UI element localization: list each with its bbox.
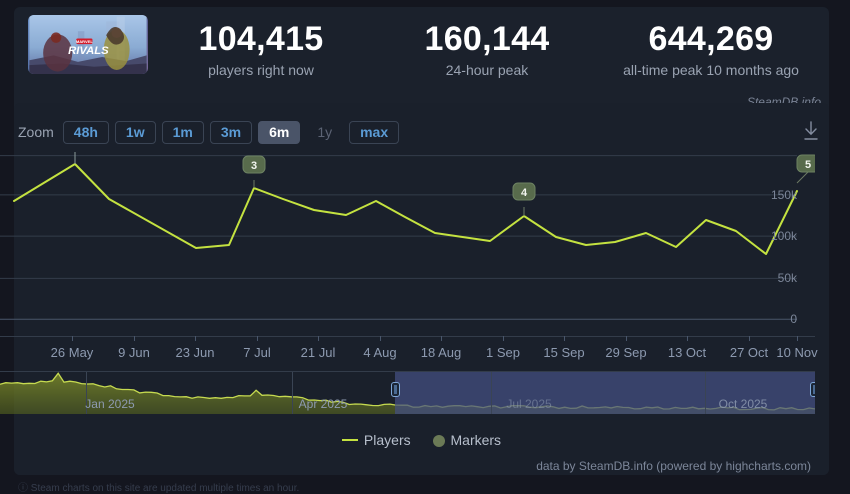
svg-text:3: 3 <box>251 160 257 172</box>
svg-text:5: 5 <box>805 159 811 171</box>
svg-text:4: 4 <box>521 187 528 199</box>
